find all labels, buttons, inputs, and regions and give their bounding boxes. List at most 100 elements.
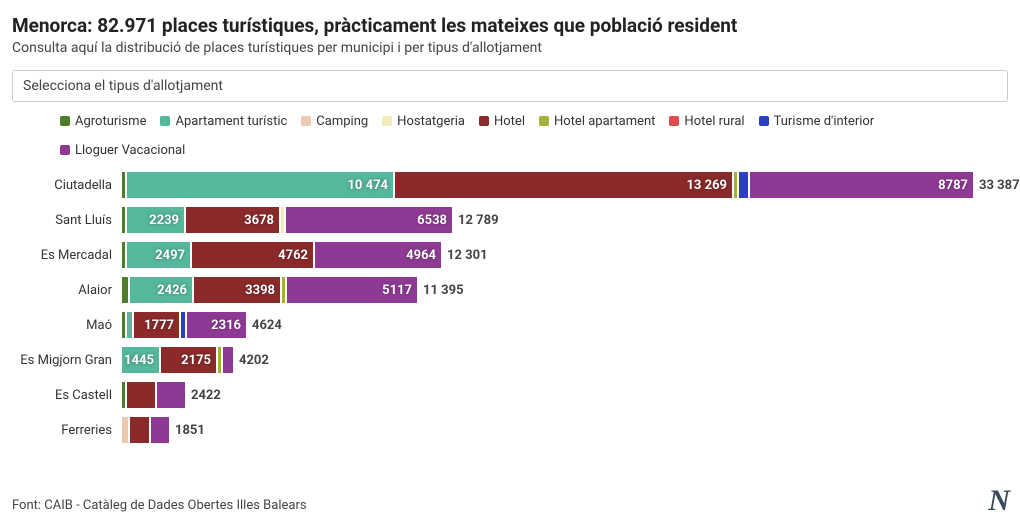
bar-segment[interactable]: 4762 — [192, 242, 313, 268]
bar-segment[interactable] — [181, 312, 185, 338]
bar-row: Es Migjorn Gran1445 2175 4202 — [12, 343, 1008, 378]
row-total: 11 395 — [423, 283, 464, 298]
chart-title: Menorca: 82.971 places turístiques, pràc… — [12, 14, 1008, 38]
bar-segment[interactable] — [122, 242, 125, 268]
bar-segment[interactable] — [223, 347, 233, 373]
chart-source: Font: CAIB - Catàleg de Dades Obertes Il… — [12, 498, 307, 513]
bar-segment[interactable] — [218, 347, 221, 373]
segment-value-label: 2175 — [181, 353, 211, 368]
legend-item[interactable]: Turisme d'interior — [759, 114, 875, 129]
bar-segment[interactable]: 3678 — [186, 207, 279, 233]
row-label: Ferreries — [12, 423, 122, 438]
segment-value-label: 13 269 — [686, 178, 727, 193]
legend-label: Hotel apartament — [554, 114, 655, 129]
bar-segment[interactable]: 1777 — [134, 312, 179, 338]
legend-swatch — [160, 116, 170, 126]
bar-segment[interactable]: 1445 — [122, 347, 159, 373]
bar-segment[interactable]: 4964 — [315, 242, 441, 268]
legend-label: Apartament turístic — [175, 114, 287, 129]
bar-row: Sant Lluís22393678653812 789 — [12, 203, 1008, 238]
segment-value-label: 2316 — [211, 318, 241, 333]
bar-segment[interactable]: 13 269 — [395, 172, 732, 198]
bar-segment[interactable] — [122, 207, 125, 233]
legend-item[interactable]: Apartament turístic — [160, 114, 287, 129]
bar-row: Es Castell2422 — [12, 378, 1008, 413]
bar-segment[interactable] — [157, 382, 185, 408]
segment-value-label: 4964 — [406, 248, 436, 263]
bar-track: 2239 3678 6538 — [122, 207, 454, 233]
segment-value-label: 3678 — [244, 213, 274, 228]
bar-segment[interactable]: 10 474 — [127, 172, 393, 198]
row-label: Alaior — [12, 283, 122, 298]
legend-item[interactable]: Hotel rural — [669, 114, 744, 129]
legend-item[interactable]: Lloguer Vacacional — [60, 143, 185, 158]
bar-segment[interactable] — [122, 417, 128, 443]
row-label: Es Migjorn Gran — [12, 353, 122, 368]
bar-segment[interactable]: 3398 — [194, 277, 280, 303]
segment-value-label: 1777 — [144, 318, 174, 333]
segment-value-label: 4762 — [278, 248, 308, 263]
segment-value-label: 8787 — [938, 178, 968, 193]
bar-track: 1777 2316 — [122, 312, 248, 338]
bar-track: 2426 3398 5117 — [122, 277, 419, 303]
chart-legend: Agroturisme Apartament turístic Camping Hos… — [60, 114, 1008, 158]
row-label: Es Mercadal — [12, 248, 122, 263]
bar-segment[interactable] — [127, 312, 132, 338]
bar-track: 10 474 13 269 8787 — [122, 172, 975, 198]
legend-label: Camping — [316, 114, 368, 129]
segment-value-label: 2239 — [149, 213, 179, 228]
segment-value-label: 3398 — [245, 283, 275, 298]
bar-segment[interactable]: 6538 — [286, 207, 452, 233]
bar-segment[interactable] — [122, 277, 128, 303]
bar-segment[interactable] — [282, 277, 285, 303]
row-label: Sant Lluís — [12, 213, 122, 228]
bar-segment[interactable] — [281, 207, 284, 233]
bar-track: 2497 4762 4964 — [122, 242, 443, 268]
legend-swatch — [759, 116, 769, 126]
bar-segment[interactable] — [130, 417, 149, 443]
bar-segment[interactable] — [127, 382, 155, 408]
legend-swatch — [60, 116, 70, 126]
bar-segment[interactable] — [122, 312, 125, 338]
bar-segment[interactable] — [734, 172, 737, 198]
legend-item[interactable]: Hotel — [479, 114, 525, 129]
row-total: 2422 — [191, 388, 221, 403]
stacked-bar-chart: Ciutadella10 47413 269878733 387Sant Llu… — [12, 168, 1008, 448]
bar-row: Maó177723164624 — [12, 308, 1008, 343]
bar-segment[interactable]: 5117 — [287, 277, 417, 303]
legend-label: Hotel rural — [684, 114, 744, 129]
bar-row: Ciutadella10 47413 269878733 387 — [12, 168, 1008, 203]
bar-segment[interactable] — [739, 172, 748, 198]
legend-swatch — [669, 116, 679, 126]
row-total: 4624 — [252, 318, 282, 333]
row-total: 33 387 — [979, 178, 1020, 193]
legend-item[interactable]: Camping — [301, 114, 368, 129]
bar-segment[interactable]: 2175 — [161, 347, 216, 373]
bar-segment[interactable]: 2497 — [127, 242, 190, 268]
legend-swatch — [301, 116, 311, 126]
bar-row: Alaior 2426 3398 5117 11 395 — [12, 273, 1008, 308]
bar-segment[interactable]: 8787 — [750, 172, 973, 198]
legend-swatch — [60, 145, 70, 155]
legend-swatch — [479, 116, 489, 126]
segment-value-label: 10 474 — [347, 178, 388, 193]
legend-item[interactable]: Hostatgeria — [382, 114, 465, 129]
legend-item[interactable]: Agroturisme — [60, 114, 146, 129]
bar-track — [122, 382, 187, 408]
row-total: 4202 — [239, 353, 269, 368]
legend-label: Turisme d'interior — [774, 114, 875, 129]
accommodation-type-selector[interactable]: Selecciona el tipus d'allotjament — [12, 70, 1008, 102]
bar-segment[interactable]: 2316 — [187, 312, 246, 338]
bar-segment[interactable]: 2239 — [127, 207, 184, 233]
bar-track — [122, 417, 171, 443]
segment-value-label: 1445 — [124, 353, 154, 368]
legend-item[interactable]: Hotel apartament — [539, 114, 655, 129]
segment-value-label: 2497 — [155, 248, 185, 263]
bar-segment[interactable] — [151, 417, 169, 443]
bar-segment[interactable] — [122, 382, 125, 408]
bar-segment[interactable]: 2426 — [130, 277, 192, 303]
segment-value-label: 2426 — [157, 283, 187, 298]
segment-value-label: 5117 — [382, 283, 412, 298]
bar-segment[interactable] — [122, 172, 125, 198]
legend-label: Hostatgeria — [397, 114, 465, 129]
